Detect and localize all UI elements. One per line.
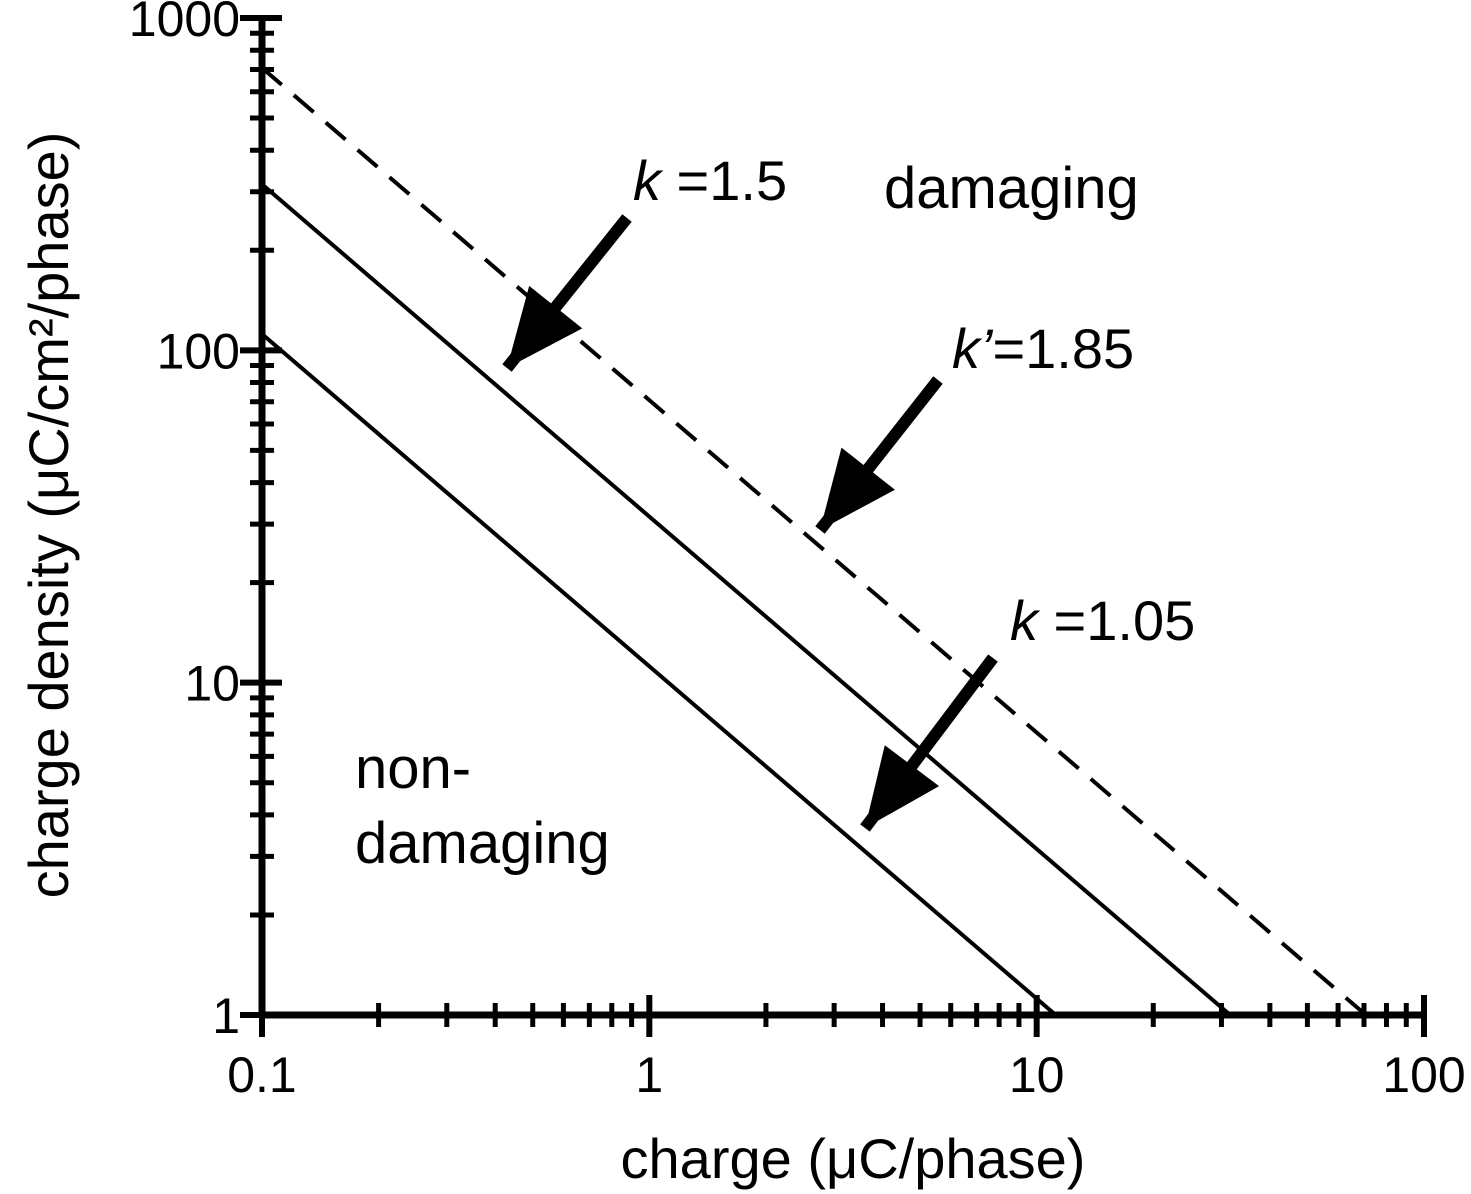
annotation-k-1.5-symbol: k bbox=[633, 149, 664, 212]
x-axis-label: charge (μC/phase) bbox=[621, 1127, 1086, 1190]
y-tick-label: 100 bbox=[157, 323, 240, 379]
y-tick-label: 1000 bbox=[129, 0, 240, 47]
x-tick-labels: 0.1 1 10 100 bbox=[227, 1047, 1465, 1103]
plot-lines bbox=[260, 66, 1368, 1017]
series-line-k-1-05 bbox=[260, 332, 1058, 1017]
arrow-k-1.5 bbox=[502, 214, 632, 372]
x-tick-label: 0.1 bbox=[227, 1047, 297, 1103]
region-label-non: non- bbox=[355, 736, 471, 801]
y-tick-labels: 1 10 100 1000 bbox=[129, 0, 240, 1044]
arrows bbox=[502, 214, 998, 832]
annotation-k-prime-1.85-value: =1.85 bbox=[992, 317, 1134, 380]
series-line-k-1-5 bbox=[260, 182, 1232, 1017]
annotation-k-1.05-value: =1.05 bbox=[1038, 589, 1195, 652]
x-tick-label: 10 bbox=[1009, 1047, 1065, 1103]
y-axis-label: charge density (μC/cm²/phase) bbox=[17, 132, 80, 899]
arrow-k-prime-1.85 bbox=[815, 376, 943, 534]
annotation-k-prime-1.85-symbol: k’ bbox=[952, 317, 994, 380]
region-label-damaging: damaging bbox=[884, 156, 1139, 221]
x-tick-label: 100 bbox=[1382, 1047, 1465, 1103]
annotation-k-prime-1.85: k’=1.85 bbox=[952, 317, 1134, 380]
annotation-k-1.05: k =1.05 bbox=[1010, 589, 1195, 652]
annotation-k-1.5: k =1.5 bbox=[633, 149, 787, 212]
arrow-k-1.05 bbox=[860, 654, 998, 832]
y-tick-label: 10 bbox=[184, 656, 240, 712]
annotation-k-1.05-symbol: k bbox=[1010, 589, 1041, 652]
region-label-damaging-lower: damaging bbox=[355, 811, 610, 876]
annotation-k-1.5-value: =1.5 bbox=[661, 149, 787, 212]
y-tick-label: 1 bbox=[212, 988, 240, 1044]
x-tick-label: 1 bbox=[635, 1047, 663, 1103]
series-line-k-1-85 bbox=[260, 66, 1368, 1017]
